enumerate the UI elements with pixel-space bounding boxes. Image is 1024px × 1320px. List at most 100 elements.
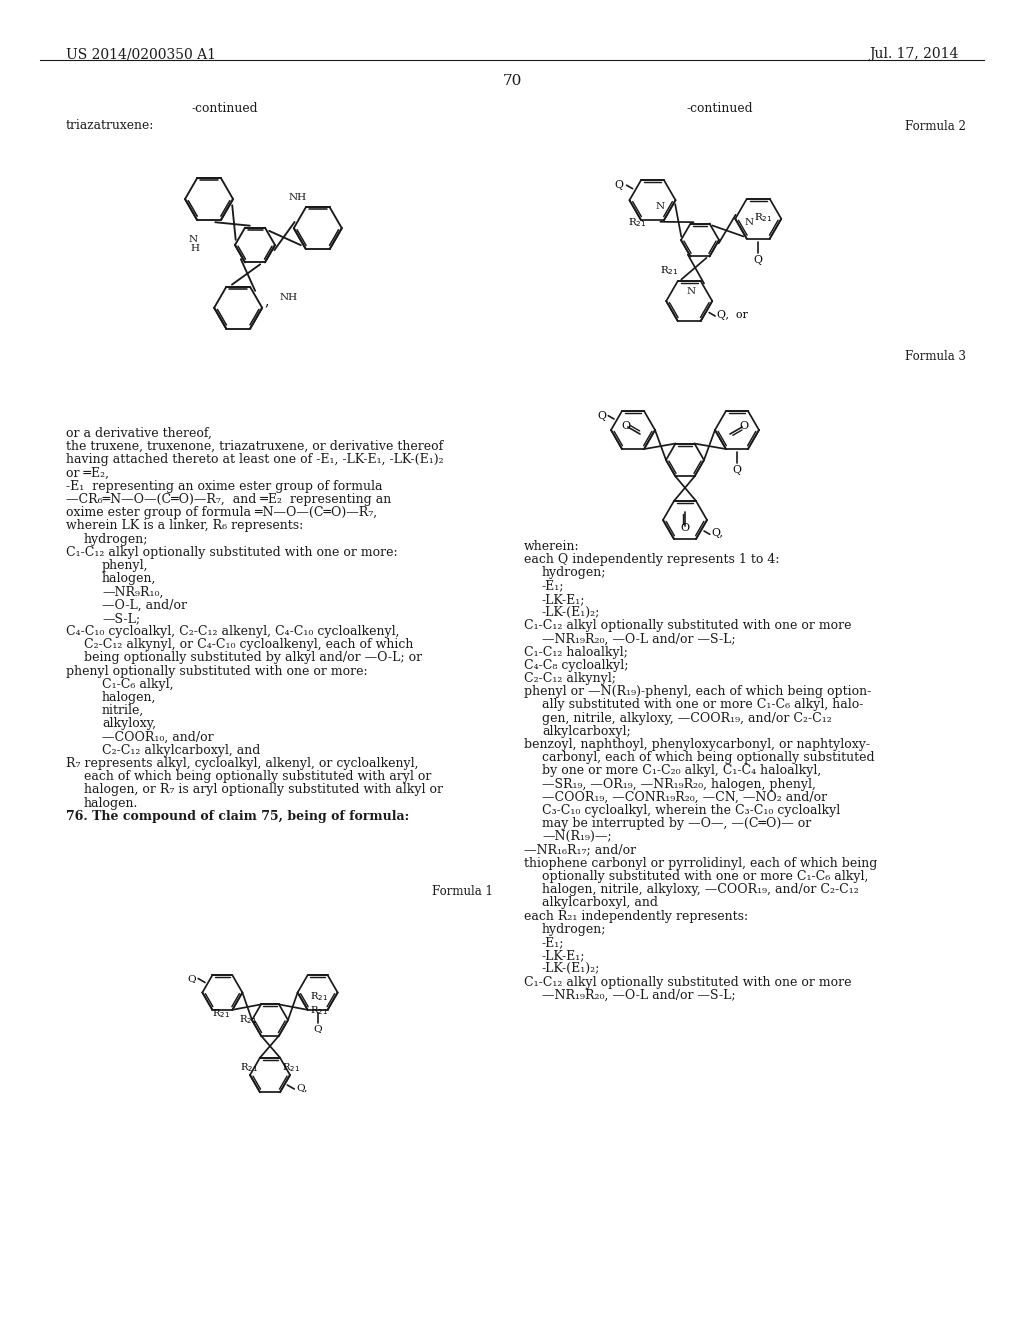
Text: R$_{21}$: R$_{21}$ [282,1061,300,1074]
Text: Q: Q [597,411,606,421]
Text: Q: Q [732,465,741,475]
Text: C₂-C₁₂ alkynyl;: C₂-C₁₂ alkynyl; [524,672,616,685]
Text: thiophene carbonyl or pyrrolidinyl, each of which being: thiophene carbonyl or pyrrolidinyl, each… [524,857,878,870]
Text: C₁-C₁₂ alkyl optionally substituted with one or more: C₁-C₁₂ alkyl optionally substituted with… [524,619,852,632]
Text: -LK-(E₁)₂;: -LK-(E₁)₂; [542,962,600,975]
Text: phenyl or —N(R₁₉)-phenyl, each of which being option-: phenyl or —N(R₁₉)-phenyl, each of which … [524,685,871,698]
Text: N: N [686,286,695,296]
Text: R₇ represents alkyl, cycloalkyl, alkenyl, or cycloalkenyl,: R₇ represents alkyl, cycloalkyl, alkenyl… [66,756,419,770]
Text: Formula 3: Formula 3 [905,350,966,363]
Text: Q,: Q, [712,528,724,539]
Text: -LK-(E₁)₂;: -LK-(E₁)₂; [542,606,600,619]
Text: carbonyl, each of which being optionally substituted: carbonyl, each of which being optionally… [542,751,874,764]
Text: phenyl,: phenyl, [102,558,148,572]
Text: benzoyl, naphthoyl, phenyloxycarbonyl, or naphtyloxy-: benzoyl, naphthoyl, phenyloxycarbonyl, o… [524,738,870,751]
Text: 70: 70 [503,74,521,88]
Text: alkylcarboxyl;: alkylcarboxyl; [542,725,631,738]
Text: —COOR₁₀, and/or: —COOR₁₀, and/or [102,730,214,743]
Text: R$_{21}$: R$_{21}$ [628,216,646,230]
Text: R$_{21}$: R$_{21}$ [754,211,772,223]
Text: Q: Q [754,255,763,265]
Text: halogen,: halogen, [102,572,157,585]
Text: R$_{21}$: R$_{21}$ [239,1012,256,1026]
Text: halogen,: halogen, [102,690,157,704]
Text: N: N [188,235,198,244]
Text: alkyloxy,: alkyloxy, [102,717,156,730]
Text: -E₁;: -E₁; [542,579,564,593]
Text: —NR₉R₁₀,: —NR₉R₁₀, [102,585,164,598]
Text: optionally substituted with one or more C₁-C₆ alkyl,: optionally substituted with one or more … [542,870,868,883]
Text: triazatruxene:: triazatruxene: [66,119,155,132]
Text: or ═E₂,: or ═E₂, [66,466,109,479]
Text: wherein LK is a linker, R₆ represents:: wherein LK is a linker, R₆ represents: [66,519,303,532]
Text: C₄-C₁₀ cycloalkyl, C₂-C₁₂ alkenyl, C₄-C₁₀ cycloalkenyl,: C₄-C₁₀ cycloalkyl, C₂-C₁₂ alkenyl, C₄-C₁… [66,624,399,638]
Text: R$_{21}$: R$_{21}$ [660,264,679,277]
Text: the truxene, truxenone, triazatruxene, or derivative thereof: the truxene, truxenone, triazatruxene, o… [66,440,443,453]
Text: -E₁;: -E₁; [542,936,564,949]
Text: NH: NH [280,293,298,302]
Text: C₃-C₁₀ cycloalkyl, wherein the C₃-C₁₀ cycloalkyl: C₃-C₁₀ cycloalkyl, wherein the C₃-C₁₀ cy… [542,804,841,817]
Text: Q,: Q, [296,1084,307,1093]
Text: each Q independently represents 1 to 4:: each Q independently represents 1 to 4: [524,553,779,566]
Text: each R₂₁ independently represents:: each R₂₁ independently represents: [524,909,749,923]
Text: C₂-C₁₂ alkylcarboxyl, and: C₂-C₁₂ alkylcarboxyl, and [102,743,260,756]
Text: -E₁  representing an oxime ester group of formula: -E₁ representing an oxime ester group of… [66,479,383,492]
Text: hydrogen;: hydrogen; [542,566,606,579]
Text: N: N [655,202,665,211]
Text: gen, nitrile, alkyloxy, —COOR₁₉, and/or C₂-C₁₂: gen, nitrile, alkyloxy, —COOR₁₉, and/or … [542,711,831,725]
Text: nitrile,: nitrile, [102,704,144,717]
Text: or a derivative thereof,: or a derivative thereof, [66,426,212,440]
Text: halogen, or R₇ is aryl optionally substituted with alkyl or: halogen, or R₇ is aryl optionally substi… [84,783,443,796]
Text: each of which being optionally substituted with aryl or: each of which being optionally substitut… [84,770,431,783]
Text: hydrogen;: hydrogen; [84,532,148,545]
Text: —COOR₁₉, —CONR₁₉R₂₀, —CN, —NO₂ and/or: —COOR₁₉, —CONR₁₉R₂₀, —CN, —NO₂ and/or [542,791,827,804]
Text: ally substituted with one or more C₁-C₆ alkyl, halo-: ally substituted with one or more C₁-C₆ … [542,698,863,711]
Text: H: H [190,244,200,253]
Text: halogen, nitrile, alkyloxy, —COOR₁₉, and/or C₂-C₁₂: halogen, nitrile, alkyloxy, —COOR₁₉, and… [542,883,859,896]
Text: phenyl optionally substituted with one or more:: phenyl optionally substituted with one o… [66,664,368,677]
Text: C₁-C₆ alkyl,: C₁-C₆ alkyl, [102,677,173,690]
Text: oxime ester group of formula ═N—O—(C═O)—R₇,: oxime ester group of formula ═N—O—(C═O)—… [66,506,377,519]
Text: C₁-C₁₂ alkyl optionally substituted with one or more: C₁-C₁₂ alkyl optionally substituted with… [524,975,852,989]
Text: —N(R₁₉)—;: —N(R₁₉)—; [542,830,611,843]
Text: N: N [744,218,754,227]
Text: R$_{21}$: R$_{21}$ [240,1061,258,1074]
Text: —SR₁₉, —OR₁₉, —NR₁₉R₂₀, halogen, phenyl,: —SR₁₉, —OR₁₉, —NR₁₉R₂₀, halogen, phenyl, [542,777,816,791]
Text: US 2014/0200350 A1: US 2014/0200350 A1 [66,48,216,61]
Text: R$_{21}$: R$_{21}$ [310,990,329,1003]
Text: -continued: -continued [687,102,754,115]
Text: —O-L, and/or: —O-L, and/or [102,598,187,611]
Text: -LK-E₁;: -LK-E₁; [542,593,586,606]
Text: 76. The compound of claim ​75, being of formula:: 76. The compound of claim ​75, being of … [66,809,410,822]
Text: Jul. 17, 2014: Jul. 17, 2014 [868,48,958,61]
Text: C₁-C₁₂ haloalkyl;: C₁-C₁₂ haloalkyl; [524,645,628,659]
Text: O: O [622,421,631,432]
Text: —S-L;: —S-L; [102,611,140,624]
Text: being optionally substituted by alkyl and/or —O-L; or: being optionally substituted by alkyl an… [84,651,422,664]
Text: Q: Q [187,974,197,983]
Text: —NR₁₉R₂₀, —O-L and/or —S-L;: —NR₁₉R₂₀, —O-L and/or —S-L; [542,989,735,1002]
Text: halogen.: halogen. [84,796,138,809]
Text: C₂-C₁₂ alkynyl, or C₄-C₁₀ cycloalkenyl, each of which: C₂-C₁₂ alkynyl, or C₄-C₁₀ cycloalkenyl, … [84,638,414,651]
Text: —NR₁₆R₁₇; and/or: —NR₁₆R₁₇; and/or [524,843,636,857]
Text: NH: NH [289,193,306,202]
Text: R$_{21}$: R$_{21}$ [212,1007,229,1020]
Text: alkylcarboxyl, and: alkylcarboxyl, and [542,896,658,909]
Text: —NR₁₉R₂₀, —O-L and/or —S-L;: —NR₁₉R₂₀, —O-L and/or —S-L; [542,632,735,645]
Text: ,: , [264,294,268,309]
Text: Q: Q [614,181,624,190]
Text: R$_{21}$: R$_{21}$ [310,1005,329,1018]
Text: O: O [739,421,749,432]
Text: having attached thereto at least one of -E₁, -LK-E₁, -LK-(E₁)₂: having attached thereto at least one of … [66,453,443,466]
Text: O: O [680,523,689,533]
Text: Formula 1: Formula 1 [432,884,493,898]
Text: Formula 2: Formula 2 [905,120,966,133]
Text: -LK-E₁;: -LK-E₁; [542,949,586,962]
Text: -continued: -continued [191,102,258,115]
Text: wherein:: wherein: [524,540,580,553]
Text: Q,  or: Q, or [717,310,748,319]
Text: hydrogen;: hydrogen; [542,923,606,936]
Text: may be interrupted by —O—, —(C═O)— or: may be interrupted by —O—, —(C═O)— or [542,817,811,830]
Text: C₁-C₁₂ alkyl optionally substituted with one or more:: C₁-C₁₂ alkyl optionally substituted with… [66,545,397,558]
Text: C₄-C₈ cycloalkyl;: C₄-C₈ cycloalkyl; [524,659,629,672]
